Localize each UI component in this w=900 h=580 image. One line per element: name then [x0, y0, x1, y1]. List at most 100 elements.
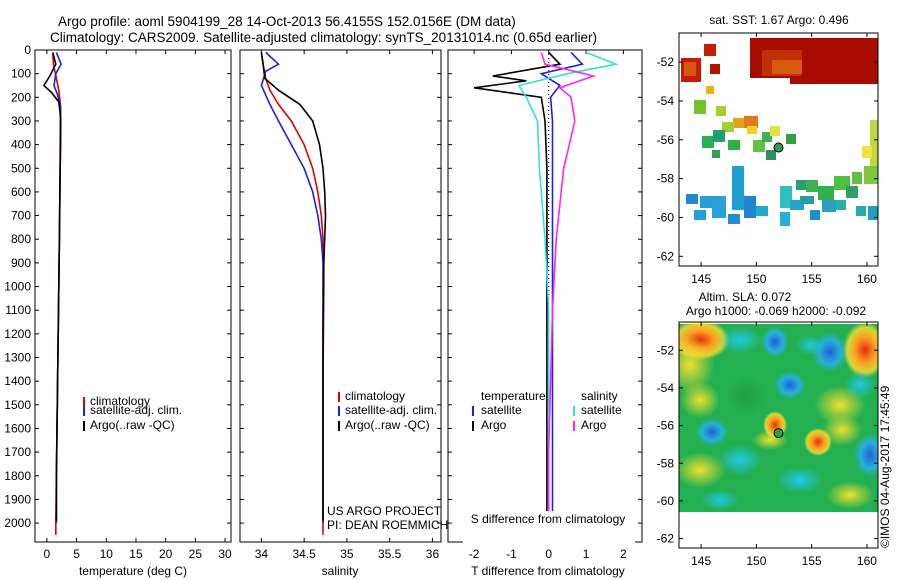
sla-map-subtitle: Argo h1000: -0.069 h2000: -0.092 [686, 304, 866, 318]
temperature-axis-label: temperature (deg C) [79, 564, 187, 578]
lat-tick-label: -62 [657, 532, 675, 546]
depth-tick-label: 1200 [4, 327, 31, 341]
x-tick-label: 15 [129, 547, 143, 561]
lon-tick-label: 150 [746, 554, 766, 568]
x-tick-label: 0 [44, 547, 51, 561]
legend-satellite-label: satellite-adj. clim. [90, 403, 182, 417]
x-tick-label: 34.5 [292, 547, 316, 561]
salinity-legend: climatology satellite-adj. clim. Argo(..… [338, 389, 437, 432]
s-difference-axis-label: S difference from climatology [471, 512, 626, 526]
lon-tick-label: 145 [691, 272, 711, 286]
depth-tick-label: 1000 [4, 280, 31, 294]
salinity-axis-label: salinity [322, 564, 359, 578]
legend-t-satellite-label: satellite [481, 403, 522, 417]
lon-tick-label: 145 [691, 554, 711, 568]
depth-tick-label: 100 [11, 67, 31, 81]
series-line-salinity-argo [540, 52, 597, 521]
project-annotation: US ARGO PROJECT [327, 504, 442, 518]
legend-argo-label: Argo(..raw -QC) [345, 418, 430, 432]
sla-map-frame [678, 321, 879, 549]
depth-tick-label: 400 [11, 138, 31, 152]
legend-s-argo-label: Argo [581, 418, 607, 432]
t-difference-axis-label: T difference from climatology [471, 564, 625, 578]
depth-tick-label: 600 [11, 185, 31, 199]
salinity-series [260, 51, 327, 535]
depth-tick-label: 1800 [4, 469, 31, 483]
lat-tick-label: -56 [657, 419, 675, 433]
difference-depth-tickmarks [448, 49, 642, 524]
temperature-series [42, 52, 62, 535]
lat-tick-label: -58 [657, 172, 675, 186]
sla-map-title: Altim. SLA: 0.072 [699, 290, 792, 304]
x-tick-label: 5 [73, 547, 80, 561]
lon-tick-label: 160 [857, 272, 877, 286]
depth-tick-label: 0 [24, 43, 31, 57]
x-tick-label: 25 [189, 547, 203, 561]
sst-map-panel: sat. SST: 1.67 Argo: 0.496 [657, 13, 879, 286]
depth-tick-label: 800 [11, 232, 31, 246]
x-tick-label: -1 [506, 547, 517, 561]
salinity-axis-ticks: 34 34.5 35 35.5 36 [255, 50, 439, 561]
x-tick-label: 35.5 [378, 547, 402, 561]
series-line-temperature-satellite [539, 51, 584, 524]
lat-tick-label: -54 [657, 381, 675, 395]
lon-tick-label: 160 [857, 554, 877, 568]
sla-map-field [679, 322, 878, 512]
sst-map-frame [678, 32, 879, 267]
depth-tick-label: 1400 [4, 374, 31, 388]
sst-map-cells [679, 33, 878, 226]
x-tick-label: 0 [545, 547, 552, 561]
lat-tick-label: -54 [657, 94, 675, 108]
x-tick-label: -2 [469, 547, 480, 561]
series-line-argo-raw-qc- [42, 52, 62, 521]
depth-tick-label: 700 [11, 209, 31, 223]
x-tick-label: 30 [218, 547, 232, 561]
figure-title-line2: Climatology: CARS2009. Satellite-adjuste… [50, 30, 598, 45]
s-label-backdrop [463, 511, 635, 543]
x-tick-label: 1 [583, 547, 590, 561]
depth-tick-label: 1900 [4, 492, 31, 506]
temperature-axis-ticks: 0 5 10 15 20 25 30 [44, 50, 232, 561]
salinity-profile-panel: 34 34.5 35 35.5 36 salinity climatology sate… [239, 49, 448, 578]
x-tick-label: 35 [340, 547, 354, 561]
legend-climatology-label: climatology [345, 389, 405, 403]
imos-timestamp: ©IMOS 04-Aug-2017 17:45:49 [878, 385, 892, 548]
argo-location-marker [773, 142, 784, 153]
depth-tick-label: 1300 [4, 351, 31, 365]
sla-map-ticks: 145 150 155 160 -52 -54 -56 -58 -60 -62 [657, 322, 878, 568]
depth-axis-ticks: 0 100 200 300 400 500 600 700 800 900 1000 1100 1200… [4, 43, 231, 530]
legend-t-argo-label: Argo [481, 418, 507, 432]
sst-map-title: sat. SST: 1.67 Argo: 0.496 [709, 13, 849, 27]
figure-title-line1: Argo profile: aoml 5904199_28 14-Oct-201… [58, 14, 516, 29]
argo-location-marker [773, 428, 784, 439]
legend-argo-label: Argo(..raw -QC) [90, 418, 175, 432]
depth-tick-label: 1600 [4, 421, 31, 435]
temperature-legend: climatology satellite-adj. clim. Argo(..… [83, 394, 182, 432]
lat-tick-label: -62 [657, 249, 675, 263]
series-line-argo-raw-qc- [260, 52, 327, 521]
legend-climatology-label: climatology [90, 394, 150, 408]
depth-tick-label: 300 [11, 114, 31, 128]
legend-salinity-title: salinity [581, 389, 618, 403]
depth-tick-label: 1100 [5, 303, 31, 317]
depth-tick-label: 900 [11, 256, 31, 270]
depth-tick-label: 2000 [4, 516, 31, 530]
pi-annotation: PI: DEAN ROEMMICH [327, 518, 448, 532]
x-tick-label: 2 [620, 547, 627, 561]
depth-tick-label: 200 [11, 90, 31, 104]
salinity-depth-tickmarks [240, 49, 441, 524]
x-tick-label: 10 [100, 547, 114, 561]
depth-tick-label: 1500 [4, 398, 31, 412]
lat-tick-label: -52 [657, 55, 675, 69]
series-line-temperature-argo [473, 51, 562, 521]
temperature-plot-frame [34, 49, 232, 543]
difference-series [473, 51, 619, 524]
temperature-profile-panel: 0100200300400500600700800900100011001200… [4, 43, 232, 578]
x-tick-label: 34 [255, 547, 269, 561]
legend-s-satellite-label: satellite [581, 403, 622, 417]
depth-tick-label: 1700 [4, 445, 31, 459]
lat-tick-label: -56 [657, 133, 675, 147]
lon-tick-label: 155 [802, 554, 822, 568]
legend-satellite-label: satellite-adj. clim. [345, 403, 437, 417]
